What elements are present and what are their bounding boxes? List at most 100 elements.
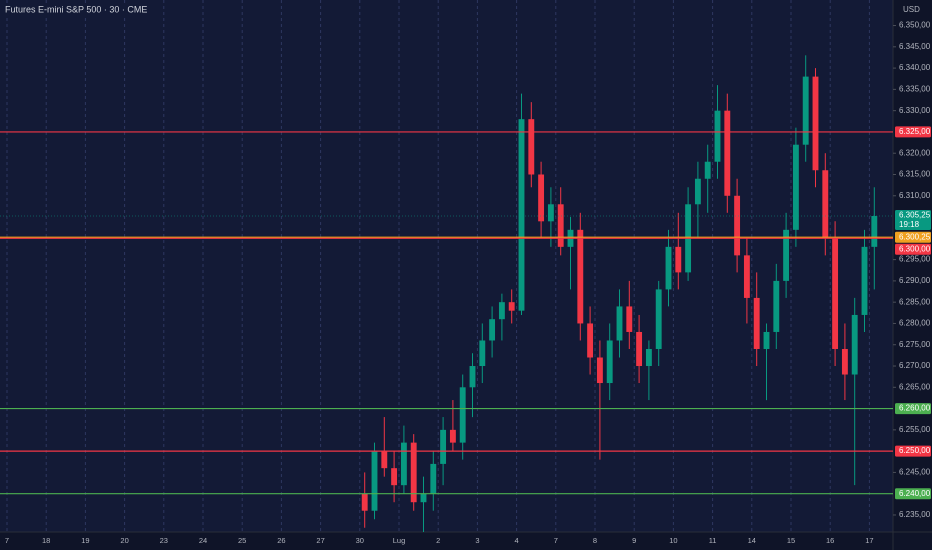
plot [0, 0, 893, 532]
y-tick-label: 6.275,00 [899, 340, 931, 349]
price-label: 6.300,00 [899, 244, 931, 253]
price-label-box [895, 403, 931, 415]
candle-body [469, 366, 476, 388]
y-tick-label: 6.285,00 [899, 297, 931, 306]
candle-body [753, 297, 760, 349]
candle-body [498, 302, 505, 320]
candle-body [547, 204, 554, 222]
candle-body [371, 451, 378, 511]
x-tick-label: 14 [748, 536, 756, 545]
candle-body [489, 319, 496, 341]
price-label-box [895, 488, 931, 500]
x-tick-label: 4 [515, 536, 519, 545]
x-tick-label: 25 [238, 536, 246, 545]
candle-body [420, 493, 427, 503]
y-tick-label: 6.345,00 [899, 42, 931, 51]
y-tick-label: 6.335,00 [899, 84, 931, 93]
candle-body [694, 178, 701, 205]
x-tick-label: 16 [826, 536, 834, 545]
y-tick-label: 6.295,00 [899, 255, 931, 264]
x-tick-label: 23 [160, 536, 168, 545]
x-tick-label: 18 [42, 536, 50, 545]
price-label: 6.300,25 [899, 232, 931, 241]
currency[interactable]: USD [903, 5, 920, 14]
candle-body [743, 255, 750, 298]
candle-body [665, 246, 672, 290]
x-tick-label: 26 [277, 536, 285, 545]
x-tick-label: 19 [81, 536, 89, 545]
candle-body [381, 451, 388, 469]
candle-body [704, 161, 711, 179]
candle-body [773, 280, 780, 332]
candle-body [851, 314, 858, 375]
price-label-box [895, 243, 931, 255]
candle-body [479, 340, 486, 367]
candle-body [508, 302, 515, 311]
x-tick-label: 20 [120, 536, 128, 545]
candle-body [792, 144, 799, 230]
candle-body [616, 306, 623, 341]
price-axis-bg [893, 0, 932, 550]
y-tick-label: 6.235,00 [899, 510, 931, 519]
price-label: 6.305,25 [899, 211, 931, 220]
x-tick-label: 15 [787, 536, 795, 545]
x-tick-label: 8 [593, 536, 597, 545]
candle-body [430, 463, 437, 494]
y-tick-label: 6.280,00 [899, 319, 931, 328]
y-tick-label: 6.340,00 [899, 63, 931, 72]
candle-body [783, 229, 790, 281]
candle-body [655, 289, 662, 349]
x-tick-label: Lug [393, 536, 406, 545]
candle-body [714, 110, 721, 162]
countdown-label: 19:18 [899, 220, 920, 229]
candle-body [812, 76, 819, 171]
candle-body [734, 195, 741, 256]
candle-body [596, 357, 603, 384]
x-tick-label: 7 [5, 536, 9, 545]
x-tick-label: 7 [554, 536, 558, 545]
y-tick-label: 6.255,00 [899, 425, 931, 434]
x-tick-label: 17 [865, 536, 873, 545]
candle-body [636, 331, 643, 367]
candle-body [518, 119, 525, 311]
x-tick-label: 27 [316, 536, 324, 545]
candle-body [400, 442, 407, 486]
candle-body [822, 170, 829, 239]
candle-body [391, 468, 398, 486]
y-tick-label: 6.270,00 [899, 361, 931, 370]
candle-body [861, 246, 868, 315]
price-label: 6.250,00 [899, 446, 931, 455]
candle-body [538, 174, 545, 222]
candle-body [577, 229, 584, 324]
chart-title: Futures E-mini S&P 500 · 30 · CME [5, 4, 147, 14]
y-tick-label: 6.350,00 [899, 21, 931, 30]
price-label: 6.325,00 [899, 127, 931, 136]
y-tick-label: 6.265,00 [899, 382, 931, 391]
y-tick-label: 6.315,00 [899, 170, 931, 179]
candle-body [724, 110, 731, 196]
price-label-box [895, 209, 931, 230]
candle-body [645, 348, 652, 367]
x-tick-label: 10 [669, 536, 677, 545]
y-tick-label: 6.320,00 [899, 148, 931, 157]
candle-body [832, 238, 839, 349]
price-label-box [895, 126, 931, 138]
x-tick-label: 2 [436, 536, 440, 545]
y-tick-label: 6.290,00 [899, 276, 931, 285]
title-bg [2, 3, 132, 17]
candle-body [626, 306, 633, 332]
candle-body [763, 331, 770, 349]
candle-body [841, 348, 848, 375]
price-label: 6.240,00 [899, 489, 931, 498]
price-label: 6.260,00 [899, 404, 931, 413]
x-tick-label: 11 [709, 536, 717, 545]
candle-body [449, 429, 456, 443]
y-tick-label: 6.310,00 [899, 191, 931, 200]
y-tick-label: 6.330,00 [899, 106, 931, 115]
candle-body [440, 429, 447, 464]
candle-body [361, 493, 368, 511]
x-tick-label: 3 [475, 536, 479, 545]
